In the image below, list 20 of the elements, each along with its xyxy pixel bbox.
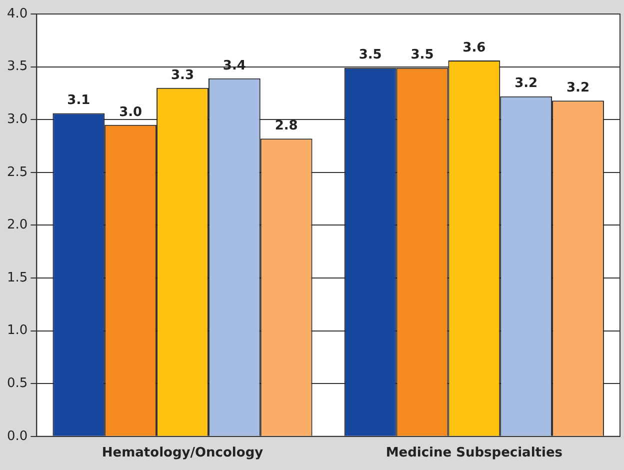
data-label: 3.3 (170, 68, 194, 83)
data-label: 3.5 (358, 48, 382, 63)
text: 2.0 (6, 218, 28, 233)
text: 1.0 (6, 323, 28, 338)
data-label: 3.5 (410, 48, 434, 63)
text: 0.5 (6, 376, 28, 391)
text: 3.5 (6, 59, 28, 74)
text: 1.5 (6, 270, 28, 286)
text: 3.0 (6, 112, 28, 127)
data-label: 3.1 (67, 93, 90, 108)
text: 0.0 (6, 428, 28, 444)
text: 4.0 (6, 6, 28, 22)
data-label: 3.2 (566, 80, 590, 96)
data-label: 3.6 (462, 40, 486, 56)
data-label: 2.8 (274, 118, 298, 134)
data-label: 3.0 (119, 104, 142, 120)
x-tick-label: Medicine Subspecialties (386, 446, 563, 461)
text: 2.5 (6, 164, 28, 180)
data-label: 3.2 (514, 76, 538, 92)
x-tick-label: Hematology/Oncology (102, 446, 264, 461)
